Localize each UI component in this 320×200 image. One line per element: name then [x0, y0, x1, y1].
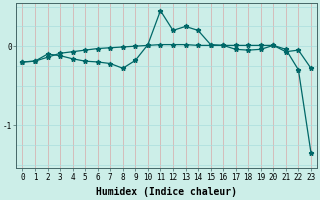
- X-axis label: Humidex (Indice chaleur): Humidex (Indice chaleur): [96, 187, 237, 197]
